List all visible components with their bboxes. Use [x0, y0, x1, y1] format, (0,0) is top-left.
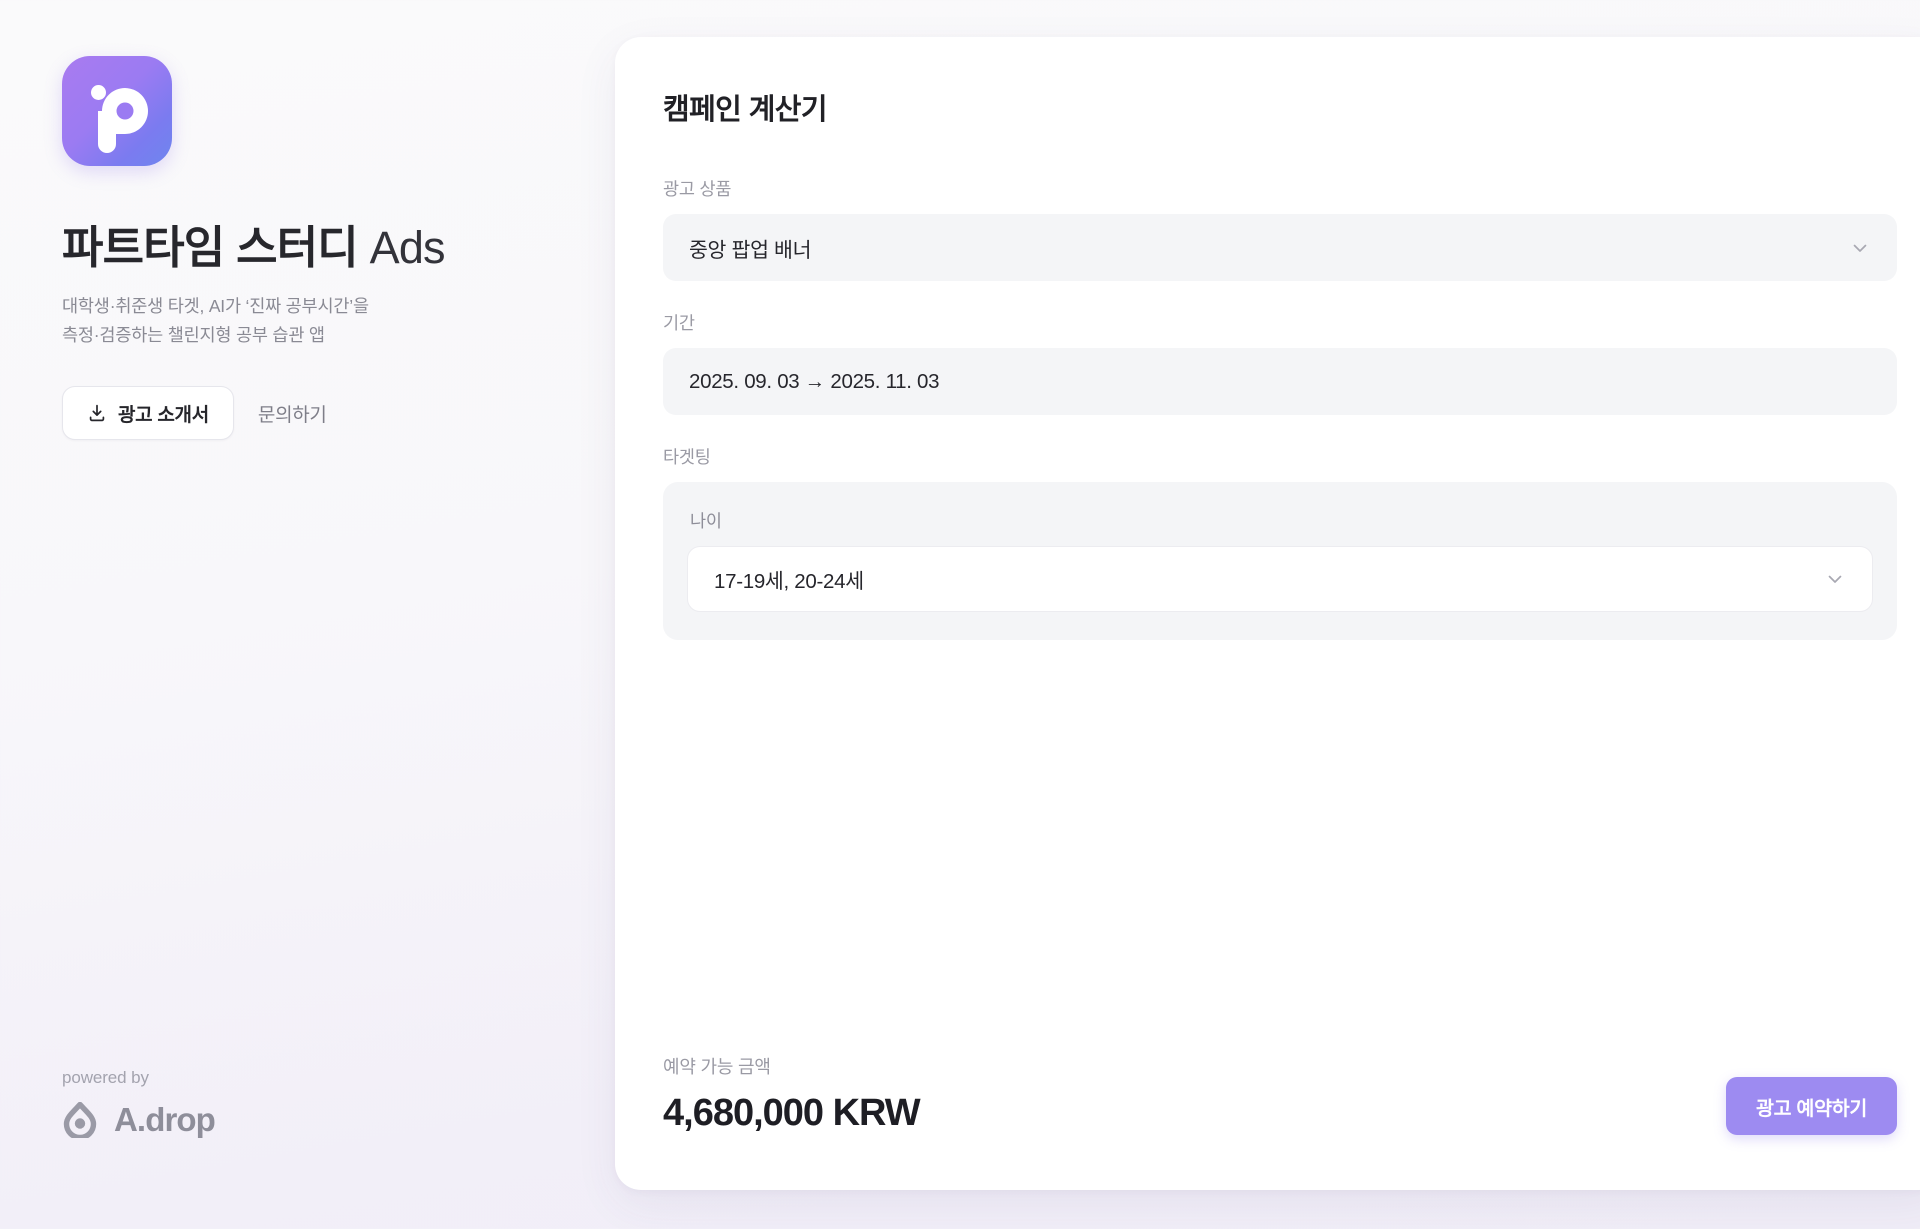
- app-description: 대학생·취준생 타겟, AI가 ‘진짜 공부시간’을 측정·검증하는 챌린지형 …: [62, 292, 492, 350]
- ad-deck-download-label: 광고 소개서: [118, 404, 209, 426]
- chevron-down-icon: [1824, 568, 1846, 590]
- reserve-ad-button[interactable]: 광고 예약하기: [1726, 1077, 1897, 1135]
- targeting-age-label: 나이: [690, 511, 722, 531]
- total-amount: 4,680,000 KRW: [663, 1092, 921, 1134]
- parttime-study-p-logo-icon: [62, 56, 172, 166]
- field-targeting: 타겟팅 나이 17-19세, 20-24세: [663, 444, 1897, 640]
- app-title-latin: Ads: [369, 222, 446, 273]
- adrop-brand-name: A.drop: [114, 1101, 216, 1138]
- calculator-title: 캠페인 계산기: [663, 94, 828, 126]
- targeting-label: 타겟팅: [663, 447, 711, 467]
- period-value: 2025. 09. 03 → 2025. 11. 03: [689, 369, 940, 393]
- calculator-footer: 예약 가능 금액 4,680,000 KRW 광고 예약하기: [663, 1053, 1897, 1190]
- app-description-line-2: 측정·검증하는 챌린지형 공부 습관 앱: [62, 325, 325, 346]
- powered-by-block: powered by A.drop: [62, 1068, 216, 1139]
- total-label: 예약 가능 금액: [663, 1057, 771, 1077]
- period-value-field[interactable]: 2025. 09. 03 → 2025. 11. 03: [663, 348, 1897, 415]
- targeting-box: 나이 17-19세, 20-24세: [663, 482, 1897, 640]
- card-spacer: [663, 640, 1897, 1053]
- campaign-calculator-card: 캠페인 계산기 광고 상품 중앙 팝업 배너 기간 2025. 09. 03 →…: [615, 37, 1920, 1190]
- ad-deck-download-button[interactable]: 광고 소개서: [62, 386, 234, 441]
- page-title: 파트타임 스터디 Ads: [62, 222, 615, 273]
- ad-product-label: 광고 상품: [663, 179, 732, 199]
- ad-product-value: 중앙 팝업 배너: [689, 238, 812, 262]
- field-period: 기간 2025. 09. 03 → 2025. 11. 03: [663, 310, 1897, 415]
- chevron-down-icon: [1849, 237, 1871, 259]
- period-label: 기간: [663, 313, 695, 333]
- brand-actions: 광고 소개서 문의하기: [62, 386, 615, 441]
- targeting-age-select[interactable]: 17-19세, 20-24세: [687, 546, 1873, 612]
- ad-product-select[interactable]: 중앙 팝업 배너: [663, 214, 1897, 281]
- app-description-line-1: 대학생·취준생 타겟, AI가 ‘진짜 공부시간’을: [62, 296, 369, 317]
- adrop-brand: A.drop: [62, 1101, 216, 1139]
- brand-panel: 파트타임 스터디 Ads 대학생·취준생 타겟, AI가 ‘진짜 공부시간’을 …: [0, 0, 615, 1229]
- field-ad-product: 광고 상품 중앙 팝업 배너: [663, 176, 1897, 281]
- app-title-korean: 파트타임 스터디: [62, 222, 359, 273]
- download-icon: [87, 403, 107, 423]
- targeting-age-value: 17-19세, 20-24세: [714, 570, 864, 593]
- total-block: 예약 가능 금액 4,680,000 KRW: [663, 1053, 921, 1135]
- contact-link[interactable]: 문의하기: [242, 386, 343, 440]
- powered-by-label: powered by: [62, 1068, 149, 1087]
- adrop-droplet-icon: [62, 1102, 98, 1138]
